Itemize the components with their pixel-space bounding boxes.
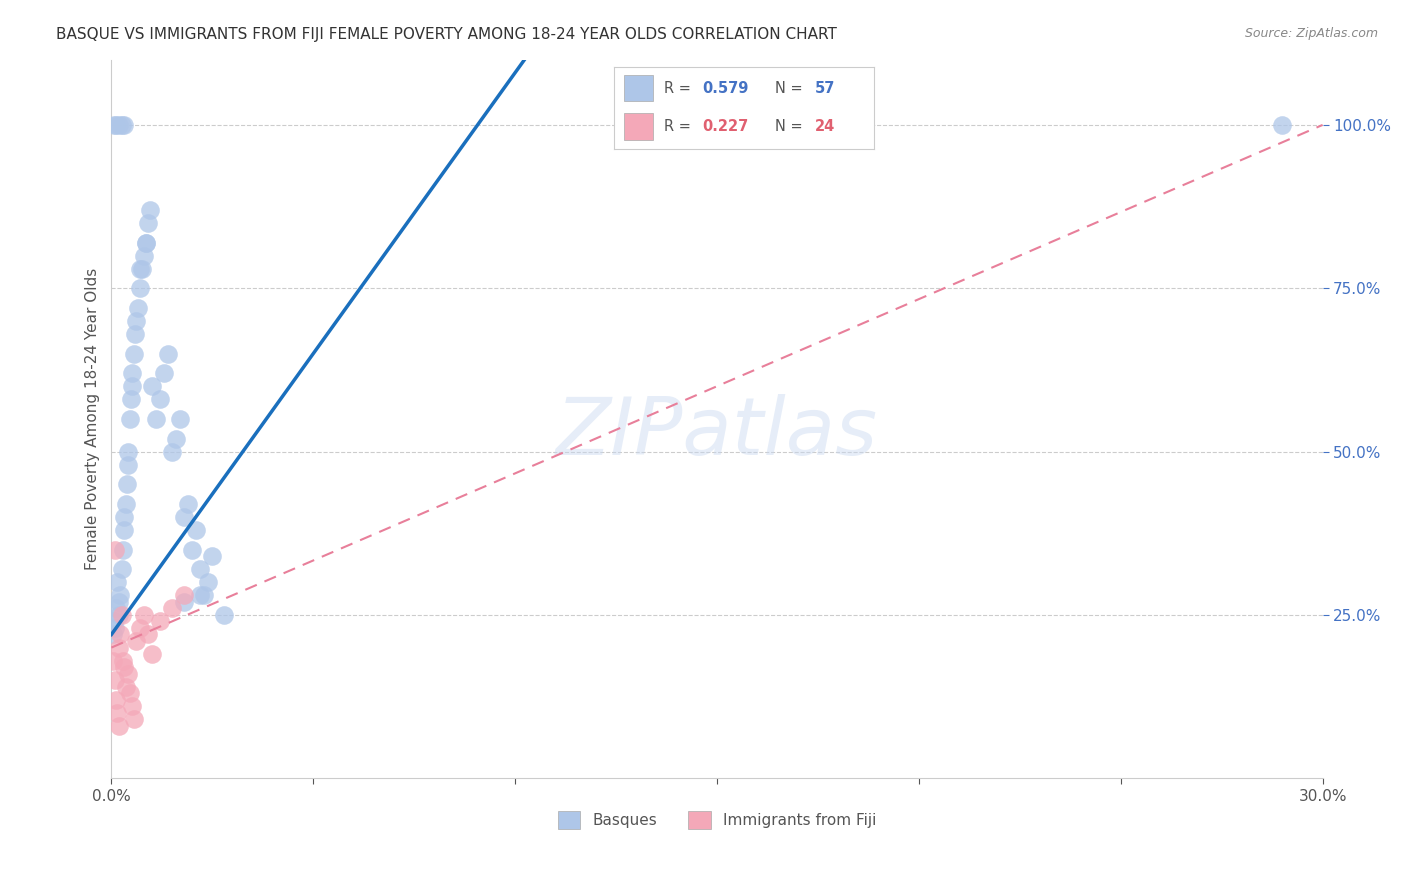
Point: [111, 542, 134, 557]
Point: [103, 654, 125, 668]
Point: [104, 621, 127, 635]
Point: [122, 713, 145, 727]
Point: [110, 562, 132, 576]
Point: [136, 627, 159, 641]
Point: [108, 640, 131, 655]
Point: [117, 458, 139, 472]
Point: [160, 601, 183, 615]
Point: [117, 444, 139, 458]
Point: [118, 686, 141, 700]
Point: [124, 326, 146, 341]
Point: [114, 497, 136, 511]
Point: [105, 118, 128, 132]
Point: [120, 392, 142, 407]
Point: [122, 346, 145, 360]
Point: [201, 549, 224, 563]
Point: [107, 719, 129, 733]
Point: [108, 607, 131, 622]
Point: [177, 497, 200, 511]
Point: [1271, 118, 1294, 132]
Point: [149, 615, 172, 629]
Point: [110, 118, 132, 132]
Y-axis label: Female Poverty Among 18-24 Year Olds: Female Poverty Among 18-24 Year Olds: [86, 268, 100, 570]
Point: [104, 673, 127, 688]
Point: [110, 627, 132, 641]
Point: [112, 523, 135, 537]
Point: [103, 615, 125, 629]
Point: [135, 235, 157, 250]
Point: [121, 366, 143, 380]
Point: [118, 412, 141, 426]
Point: [165, 432, 187, 446]
Point: [115, 477, 138, 491]
Point: [121, 379, 143, 393]
Point: [173, 509, 195, 524]
Point: [139, 202, 162, 217]
Point: [111, 654, 134, 668]
Point: [169, 412, 191, 426]
Point: [127, 301, 149, 315]
Point: [186, 523, 208, 537]
Point: [105, 693, 128, 707]
Text: Source: ZipAtlas.com: Source: ZipAtlas.com: [1244, 27, 1378, 40]
Text: ZIPatlas: ZIPatlas: [555, 394, 879, 472]
Point: [110, 588, 132, 602]
Point: [112, 509, 135, 524]
Point: [112, 660, 135, 674]
Point: [188, 562, 211, 576]
Point: [149, 392, 172, 407]
Text: BASQUE VS IMMIGRANTS FROM FIJI FEMALE POVERTY AMONG 18-24 YEAR OLDS CORRELATION : BASQUE VS IMMIGRANTS FROM FIJI FEMALE PO…: [56, 27, 837, 42]
Legend: Basques, Immigrants from Fiji: Basques, Immigrants from Fiji: [551, 805, 883, 835]
Point: [103, 118, 125, 132]
Point: [110, 607, 132, 622]
Point: [112, 118, 135, 132]
Point: [128, 621, 150, 635]
Point: [121, 699, 143, 714]
Point: [108, 118, 131, 132]
Point: [132, 607, 155, 622]
Point: [181, 542, 204, 557]
Point: [114, 680, 136, 694]
Point: [141, 647, 163, 661]
Point: [128, 261, 150, 276]
Point: [173, 588, 195, 602]
Point: [193, 588, 215, 602]
Point: [107, 706, 129, 720]
Point: [197, 575, 219, 590]
Point: [103, 627, 125, 641]
Point: [107, 595, 129, 609]
Point: [105, 601, 128, 615]
Point: [160, 444, 183, 458]
Point: [173, 595, 195, 609]
Point: [156, 346, 179, 360]
Point: [135, 235, 157, 250]
Point: [107, 575, 129, 590]
Point: [104, 542, 127, 557]
Point: [145, 412, 167, 426]
Point: [124, 634, 146, 648]
Point: [188, 588, 211, 602]
Point: [117, 666, 139, 681]
Point: [153, 366, 176, 380]
Point: [136, 216, 159, 230]
Point: [128, 281, 150, 295]
Point: [141, 379, 163, 393]
Point: [124, 314, 146, 328]
Point: [132, 249, 155, 263]
Point: [131, 261, 153, 276]
Point: [214, 607, 236, 622]
